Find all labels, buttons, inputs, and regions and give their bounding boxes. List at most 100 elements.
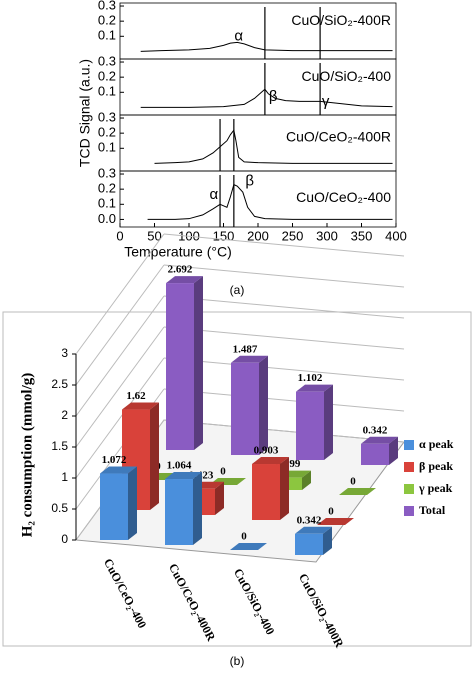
value-label: 1.072 bbox=[102, 454, 127, 466]
y-tick-label: 3 bbox=[61, 346, 68, 360]
bar-side bbox=[389, 436, 398, 465]
y-tick-label: 0.0 bbox=[98, 211, 116, 226]
grid-line bbox=[163, 419, 405, 443]
value-label: 0.903 bbox=[254, 445, 279, 457]
x-tick-label: 250 bbox=[282, 228, 304, 243]
grid-line bbox=[163, 264, 405, 288]
grid-line bbox=[163, 388, 405, 412]
y-axis-label: H₂ consumption (mmol/g) bbox=[19, 373, 35, 538]
grid-line bbox=[75, 295, 165, 417]
grid-line bbox=[163, 326, 405, 350]
value-label: 1.487 bbox=[233, 343, 258, 355]
y-tick-label: 2.5 bbox=[51, 377, 68, 391]
panel-label: CuO/SiO₂-400 bbox=[302, 68, 392, 84]
annotation: β bbox=[245, 173, 254, 190]
x-tick-label: 400 bbox=[385, 228, 407, 243]
y-tick-label: 0.1 bbox=[98, 140, 116, 155]
bar bbox=[295, 533, 323, 555]
caption: (b) bbox=[230, 654, 245, 668]
x-tick-label: 150 bbox=[213, 228, 235, 243]
bar bbox=[361, 443, 389, 465]
bar-top bbox=[317, 518, 354, 525]
bar-top bbox=[339, 488, 376, 495]
value-label: 1.064 bbox=[167, 460, 192, 472]
panel-label: CuO/CeO₂-400 bbox=[296, 189, 391, 205]
value-label: 0 bbox=[328, 506, 334, 518]
bar-side bbox=[302, 470, 311, 490]
y-tick-label: 2 bbox=[61, 408, 68, 422]
x-tick-label: 50 bbox=[147, 228, 161, 243]
y-axis-label: TCD Signal (a.u.) bbox=[77, 59, 93, 167]
grid-line bbox=[163, 357, 405, 381]
signal-line bbox=[140, 88, 393, 108]
y-tick-label: 0.3 bbox=[98, 165, 116, 180]
grid-line bbox=[75, 357, 165, 479]
grid-line bbox=[75, 264, 165, 386]
bar bbox=[296, 391, 324, 460]
bar-top bbox=[165, 472, 202, 480]
bar-side bbox=[280, 457, 289, 520]
value-label: 0 bbox=[350, 476, 356, 488]
y-tick-label: 0 bbox=[61, 532, 68, 546]
y-tick-label: 0.3 bbox=[98, 109, 116, 124]
bar-side bbox=[215, 481, 224, 515]
panel-label: CuO/CeO₂-400R bbox=[286, 128, 391, 144]
grid-line bbox=[75, 326, 165, 448]
annotation: α bbox=[210, 186, 219, 203]
signal-line bbox=[140, 41, 393, 52]
bar bbox=[252, 464, 280, 520]
grid-line bbox=[163, 233, 405, 257]
bar-top bbox=[295, 526, 332, 534]
x-tick-label: CuO/SiO₂-400R bbox=[296, 571, 347, 650]
value-label: 1.102 bbox=[298, 372, 323, 384]
y-tick-label: 0.2 bbox=[98, 181, 116, 196]
legend-label: Total bbox=[419, 503, 446, 517]
bar bbox=[231, 362, 259, 455]
legend-label: β peak bbox=[419, 459, 453, 473]
value-label: 0.342 bbox=[363, 424, 388, 436]
bar bbox=[165, 479, 193, 545]
legend-label: α peak bbox=[419, 437, 454, 451]
bar-top bbox=[166, 276, 203, 284]
value-label: 1.62 bbox=[126, 390, 146, 402]
y-tick-label: 1.5 bbox=[51, 439, 68, 453]
bar-top bbox=[361, 436, 398, 444]
y-tick-label: 0.1 bbox=[98, 28, 116, 43]
bar bbox=[166, 283, 194, 450]
y-tick-label: 0.2 bbox=[98, 69, 116, 84]
bar-side bbox=[259, 355, 268, 455]
legend-swatch bbox=[404, 462, 414, 472]
y-tick-label: 1 bbox=[61, 470, 68, 484]
bar-side bbox=[323, 526, 332, 555]
bar-side bbox=[150, 402, 159, 510]
y-tick-label: 0.5 bbox=[51, 501, 68, 515]
grid-line bbox=[75, 233, 165, 355]
bar-top bbox=[231, 355, 268, 363]
bar-top bbox=[230, 543, 267, 550]
x-axis-label: Temperature (°C) bbox=[124, 244, 232, 260]
chart-frame bbox=[2, 311, 472, 647]
legend-swatch bbox=[404, 484, 414, 494]
legend-swatch bbox=[404, 440, 414, 450]
annotation: β bbox=[269, 88, 278, 105]
grid-line bbox=[163, 295, 405, 319]
bar-top bbox=[122, 402, 159, 410]
y-tick-label: 0.3 bbox=[98, 0, 116, 12]
y-tick-label: 0.2 bbox=[98, 125, 116, 140]
bar-side bbox=[194, 276, 203, 450]
y-tick-label: 0.1 bbox=[98, 84, 116, 99]
y-tick-label: 0.3 bbox=[98, 53, 116, 68]
value-label: 2.692 bbox=[168, 264, 193, 276]
x-tick-label: CuO/SiO₂-400 bbox=[231, 566, 278, 637]
annotation: γ bbox=[322, 93, 330, 110]
x-tick-label: 300 bbox=[316, 228, 338, 243]
bar-side bbox=[128, 466, 137, 540]
caption: (a) bbox=[230, 283, 245, 297]
bar-top bbox=[252, 457, 289, 465]
x-tick-label: 350 bbox=[351, 228, 373, 243]
annotation: α bbox=[234, 27, 243, 44]
signal-line bbox=[147, 183, 393, 220]
y-tick-label: 0.1 bbox=[98, 196, 116, 211]
y-tick-label: 0.2 bbox=[98, 13, 116, 28]
value-label: 0 bbox=[220, 466, 226, 478]
